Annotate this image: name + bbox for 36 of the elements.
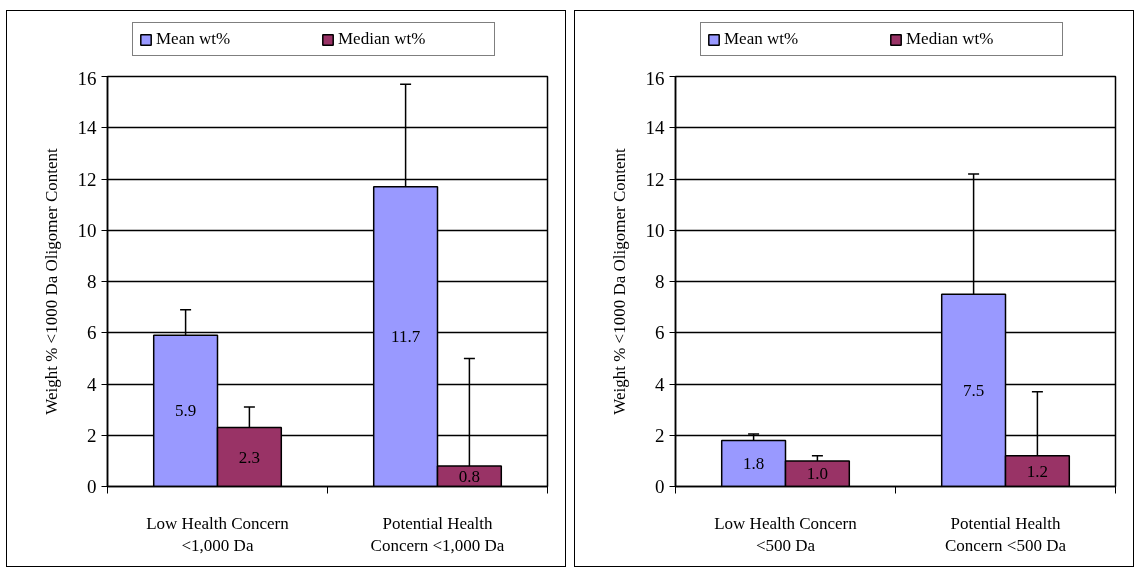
y-tick-label: 4 [655, 373, 665, 395]
y-tick-label: 4 [87, 373, 97, 395]
data-label: 11.7 [391, 327, 421, 347]
y-tick-label: 6 [655, 322, 665, 344]
y-tick-label: 14 [645, 117, 665, 139]
y-tick-label: 16 [645, 67, 665, 89]
x-tick-label: Potential Health Concern <500 Da [945, 513, 1067, 556]
data-label: 2.3 [238, 447, 261, 467]
y-tick-label: 8 [655, 271, 665, 292]
y-tick-label: 12 [645, 168, 665, 190]
x-tick-label: Potential Health Concern <1,000 Da [370, 513, 505, 556]
legend-label: Median wt% [338, 29, 427, 49]
y-tick-label: 16 [77, 67, 97, 89]
data-label: 1.2 [1026, 461, 1049, 481]
y-tick-label: 14 [77, 117, 97, 139]
y-tick-label: 10 [645, 219, 665, 241]
x-tick-label: Low Health Concern <500 Da [714, 513, 858, 556]
legend-label: Mean wt% [724, 29, 800, 49]
y-axis-title: Weight % <1000 Da Oligomer Content [609, 147, 629, 415]
y-tick-label: 12 [77, 168, 97, 190]
legend-label: Mean wt% [156, 29, 232, 49]
y-tick-label: 8 [87, 271, 97, 292]
y-tick-label: 2 [87, 424, 97, 446]
y-tick-label: 2 [655, 424, 665, 446]
data-label: 1.8 [742, 453, 765, 473]
data-label: 0.8 [458, 466, 481, 486]
legend-label: Median wt% [906, 29, 995, 49]
data-label: 1.0 [806, 464, 829, 484]
data-label: 5.9 [174, 401, 197, 421]
y-axis-title: Weight % <1000 Da Oligomer Content [41, 147, 61, 415]
y-tick-label: 0 [87, 476, 97, 497]
y-tick-label: 0 [655, 476, 665, 497]
data-label: 7.5 [962, 380, 985, 400]
y-tick-label: 10 [77, 219, 97, 241]
y-tick-label: 6 [87, 322, 97, 344]
x-tick-label: Low Health Concern <1,000 Da [146, 513, 290, 556]
